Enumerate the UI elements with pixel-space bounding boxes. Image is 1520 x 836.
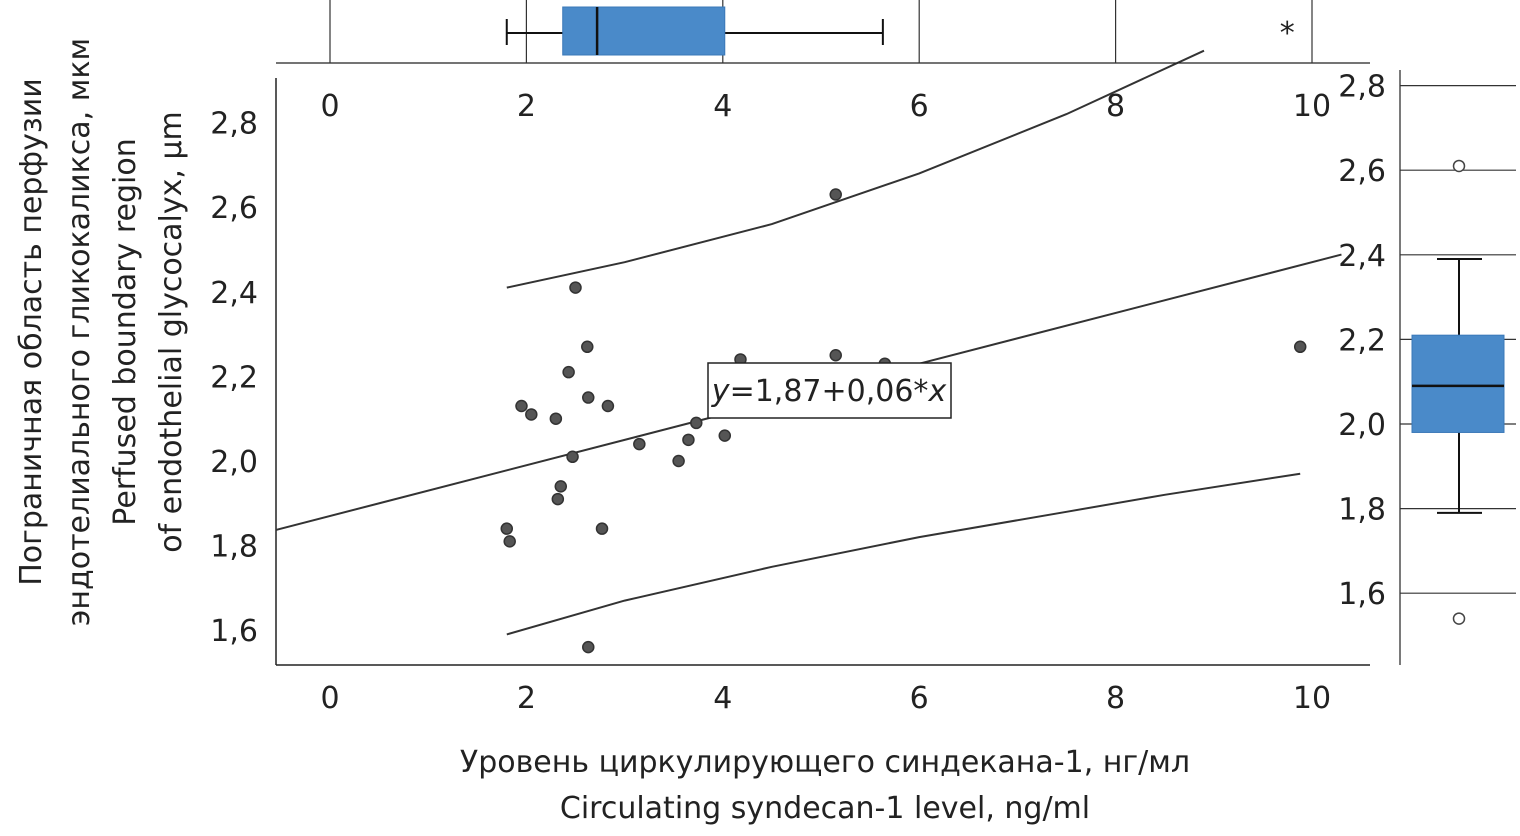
x-tick-label: 10	[1293, 681, 1331, 716]
data-point	[718, 429, 732, 442]
data-point	[672, 454, 685, 468]
x-axis-title-ru: Уровень циркулирующего синдекана-1, нг/м…	[460, 745, 1190, 780]
top-boxplot-panel: 0 2 4 6 8 10 *	[276, 0, 1370, 124]
right-outlier	[1452, 159, 1466, 173]
x-axis-title-en: Circulating syndecan-1 level, ng/ml	[560, 791, 1090, 826]
y-tick-label: 2,0	[210, 445, 258, 480]
x-tick-label: 8	[1106, 681, 1125, 716]
top-box	[562, 6, 726, 56]
y-tick-label: 1,8	[210, 530, 258, 565]
data-point	[503, 535, 516, 548]
x-tick-label: 0	[320, 681, 339, 716]
y-tick-label: 2,6	[210, 191, 258, 226]
right-tick-label: 2,6	[1338, 154, 1386, 189]
x-tick-label: 2	[517, 681, 536, 716]
data-point	[690, 416, 703, 430]
right-box	[1411, 334, 1505, 433]
data-point	[551, 492, 565, 506]
right-tick-label: 1,6	[1338, 577, 1386, 612]
right-tick-label: 1,8	[1338, 493, 1386, 528]
data-point	[566, 450, 579, 464]
data-point	[525, 408, 538, 421]
data-point	[582, 640, 595, 654]
y-tick-label: 2,2	[210, 360, 258, 395]
data-point	[633, 437, 646, 451]
right-outlier	[1452, 612, 1466, 625]
y-axis-title-en-1: Perfused boundary region	[108, 138, 143, 525]
right-tick-label: 2,4	[1338, 239, 1386, 274]
data-point	[554, 480, 568, 493]
right-boxplot-panel: 1,6 1,8 2,0 2,2 2,4 2,6 2,8	[1338, 70, 1516, 665]
right-tick-label: 2,8	[1338, 70, 1386, 105]
y-tick-label: 1,6	[210, 614, 258, 649]
data-point	[595, 522, 609, 535]
right-tick-label: 2,0	[1338, 408, 1386, 443]
data-point	[500, 522, 514, 535]
data-point	[582, 391, 595, 404]
top-extreme-marker: *	[1280, 16, 1295, 51]
equation-label: y=1,87+0,06*x	[711, 374, 947, 409]
y-axis-title-ru-2: эндотелиального гликокаликса, мкм	[62, 38, 97, 626]
data-point	[601, 399, 615, 413]
data-point	[682, 433, 695, 447]
data-point	[515, 399, 528, 413]
data-point	[829, 349, 842, 362]
data-point	[569, 281, 582, 294]
upper-confidence-band	[506, 49, 1205, 289]
top-tick-label: 10	[1293, 89, 1331, 124]
y-tick-label: 2,8	[210, 107, 258, 142]
top-tick-label: 8	[1106, 89, 1125, 124]
main-plot: 0 2 4 6 8 10 1,6 1,8 2,0 2,2 2,4 2,6 2,8	[210, 49, 1370, 716]
equation-box	[707, 362, 952, 419]
y-axis-title-en-2: of endothelial glycocalyx, μm	[154, 111, 189, 553]
top-tick-label: 6	[910, 89, 929, 124]
data-point	[562, 365, 575, 379]
x-tick-label: 4	[713, 681, 732, 716]
y-axis-title-ru-1: Пограничная область перфузии	[14, 78, 49, 586]
y-tick-label: 2,4	[210, 276, 258, 311]
right-tick-label: 2,2	[1338, 323, 1386, 358]
data-point	[581, 340, 594, 354]
top-tick-label: 4	[713, 89, 732, 124]
lower-confidence-band	[506, 472, 1301, 636]
top-tick-label: 2	[517, 89, 536, 124]
x-tick-label: 6	[910, 681, 929, 716]
data-point	[829, 188, 842, 201]
top-tick-label: 0	[320, 89, 339, 124]
data-point	[1293, 340, 1307, 354]
data-point	[549, 412, 563, 425]
